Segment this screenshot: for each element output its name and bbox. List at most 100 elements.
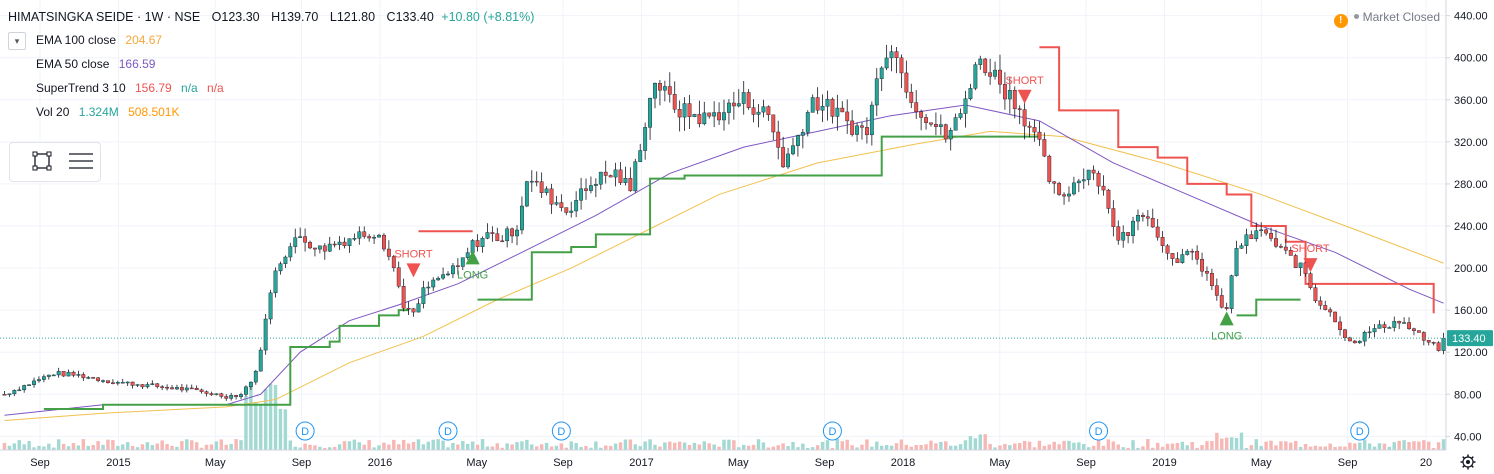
volume-bar: [1017, 443, 1022, 450]
volume-bar: [1293, 440, 1298, 450]
candle-body: [559, 202, 564, 208]
rectangle-tool-icon[interactable]: [32, 151, 52, 171]
volume-bar: [42, 446, 46, 450]
volume-bar: [860, 444, 864, 450]
short-signal-arrow-icon: [406, 263, 421, 278]
short-signal-label: SHORT: [1005, 75, 1044, 87]
x-tick-label: Sep: [1338, 457, 1358, 469]
ema50-line: [4, 104, 1444, 416]
candle-body: [805, 112, 810, 133]
volume-bar: [1367, 443, 1372, 450]
volume-bar: [963, 440, 968, 450]
candle-body: [505, 228, 510, 242]
volume-bar: [884, 445, 889, 450]
volume-bar: [406, 443, 411, 450]
volume-bar: [2, 442, 7, 450]
candle-body: [298, 236, 303, 238]
candle-body: [633, 161, 638, 192]
candle-body: [1126, 232, 1131, 236]
y-tick-label: 80.00: [1454, 389, 1482, 401]
candle-body: [91, 377, 96, 379]
candle-body: [1081, 179, 1086, 182]
volume-bar: [988, 443, 992, 450]
volume-bar: [328, 447, 332, 450]
volume-bar: [781, 443, 785, 450]
candle-body: [707, 112, 712, 117]
candle-body: [76, 374, 81, 376]
settings-gear-icon[interactable]: [1460, 454, 1476, 470]
volume-bar: [559, 443, 564, 450]
volume-bar: [411, 441, 416, 450]
candle-body: [411, 308, 416, 313]
dividend-marker-label: D: [444, 426, 452, 438]
candle-body: [51, 374, 56, 377]
indicator-ema100[interactable]: EMA 100 close 204.67: [36, 33, 168, 47]
candle-body: [1219, 295, 1224, 308]
candle-body: [125, 381, 130, 384]
volume-bar: [820, 441, 825, 450]
volume-bar: [939, 441, 943, 450]
short-signal-label: SHORT: [394, 248, 433, 260]
candle-body: [115, 382, 120, 384]
candle-body: [1062, 194, 1066, 197]
volume-bar: [539, 444, 544, 450]
candle-body: [396, 267, 401, 287]
volume-bar: [337, 444, 342, 450]
volume-bar: [638, 446, 642, 450]
candle-body: [342, 241, 347, 246]
volume-bar: [1022, 440, 1027, 450]
volume-bar: [259, 405, 263, 450]
candle-body: [554, 202, 559, 205]
candle-body: [830, 98, 835, 117]
y-tick-label: 160.00: [1454, 305, 1488, 317]
dividend-marker: [551, 421, 571, 441]
candle-body: [1091, 169, 1096, 174]
candle-body: [1313, 287, 1318, 302]
volume-bar: [1397, 440, 1401, 450]
candle-body: [845, 111, 850, 122]
volume-bar: [125, 442, 130, 450]
volume-bar: [1264, 441, 1268, 450]
volume-bar: [244, 395, 248, 450]
price-axis-bg: [1446, 0, 1494, 474]
grid: [0, 0, 1446, 450]
collapse-legend-button[interactable]: ▾: [8, 32, 26, 50]
volume-bar: [194, 442, 199, 450]
candle-body: [1145, 216, 1150, 219]
candle-body: [717, 112, 721, 121]
indicator-name: SuperTrend 3 10: [36, 81, 126, 95]
volume-bar: [1382, 443, 1387, 450]
candle-body: [209, 393, 214, 396]
indicator-supertrend[interactable]: SuperTrend 3 10 156.79 n/a n/a: [36, 81, 230, 95]
candle-body: [1150, 217, 1155, 228]
object-tree-icon[interactable]: [68, 151, 94, 171]
symbol-header: HIMATSINGKA SEIDE · 1W · NSE O123.30 H13…: [8, 10, 534, 24]
indicator-volume[interactable]: Vol 20 1.324M 508.501K: [36, 105, 185, 119]
volume-bar: [594, 441, 598, 450]
candle-body: [446, 273, 450, 276]
volume-bar: [1407, 442, 1411, 450]
volume-bar: [1224, 437, 1229, 450]
volume-bar: [914, 445, 918, 450]
volume-bar: [761, 442, 766, 450]
candle-body: [948, 130, 953, 140]
volume-bar: [515, 442, 519, 450]
volume-bar: [66, 446, 71, 450]
indicator-ema50[interactable]: EMA 50 close 166.59: [36, 57, 161, 71]
candle-body: [643, 127, 648, 151]
volume-bar: [81, 439, 86, 450]
volume-bar: [150, 445, 155, 450]
volume-bar: [224, 444, 228, 450]
volume-bar: [106, 439, 110, 450]
volume-bar: [1155, 442, 1160, 450]
volume-bar: [525, 439, 529, 450]
x-tick-label: May: [728, 457, 749, 469]
drawing-toolbar: [9, 142, 101, 182]
volume-bar: [998, 445, 1002, 450]
volume-bar: [461, 440, 465, 450]
volume-bar: [1279, 441, 1283, 450]
candle-body: [1032, 127, 1037, 133]
candle-body: [919, 111, 924, 118]
volume-bar: [569, 441, 573, 450]
